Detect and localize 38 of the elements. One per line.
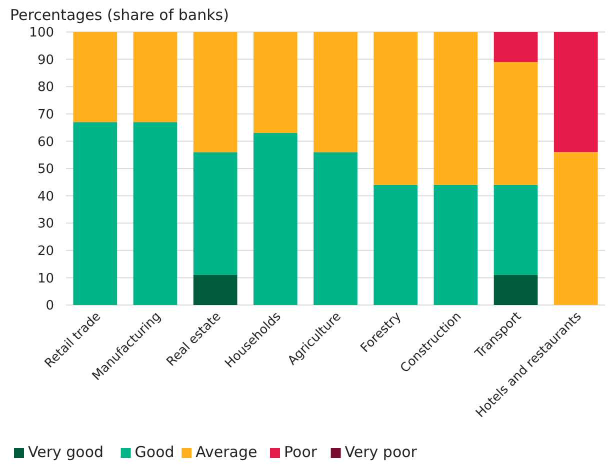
y-tick-label: 40 [37, 189, 54, 204]
y-tick-label: 90 [37, 52, 54, 68]
bar [314, 32, 358, 152]
bar [374, 32, 418, 185]
bar [193, 274, 238, 305]
bar [554, 152, 598, 305]
bar [494, 184, 538, 275]
y-tick-label: 60 [37, 134, 54, 150]
chart-title: Percentages (share of banks) [10, 6, 229, 24]
bar [73, 32, 118, 122]
bar [193, 152, 238, 275]
y-tick-label: 70 [37, 107, 54, 122]
legend-label: Average [196, 443, 258, 461]
bar [253, 133, 298, 305]
y-tick-label: 80 [37, 80, 54, 96]
y-tick-label: 50 [37, 162, 54, 178]
y-tick-label: 30 [37, 216, 54, 232]
bar [494, 274, 538, 305]
bar [73, 122, 118, 305]
y-tick-label: 100 [29, 26, 54, 41]
legend-label: Very good [28, 443, 104, 461]
bar [494, 32, 538, 62]
bar [554, 32, 598, 152]
y-tick-label: 10 [37, 271, 54, 286]
bar [253, 32, 298, 134]
legend-label: Very poor [344, 443, 418, 461]
y-tick-label: 0 [46, 298, 54, 314]
legend-label: Good [134, 443, 174, 461]
bar [314, 152, 358, 305]
bar [434, 32, 478, 185]
legend-label: Poor [284, 443, 318, 461]
bar [193, 32, 238, 152]
bar [133, 32, 178, 122]
bar [133, 122, 178, 305]
bar [434, 184, 478, 305]
bar [494, 62, 538, 185]
y-tick-label: 20 [37, 244, 54, 259]
bar [374, 184, 418, 305]
